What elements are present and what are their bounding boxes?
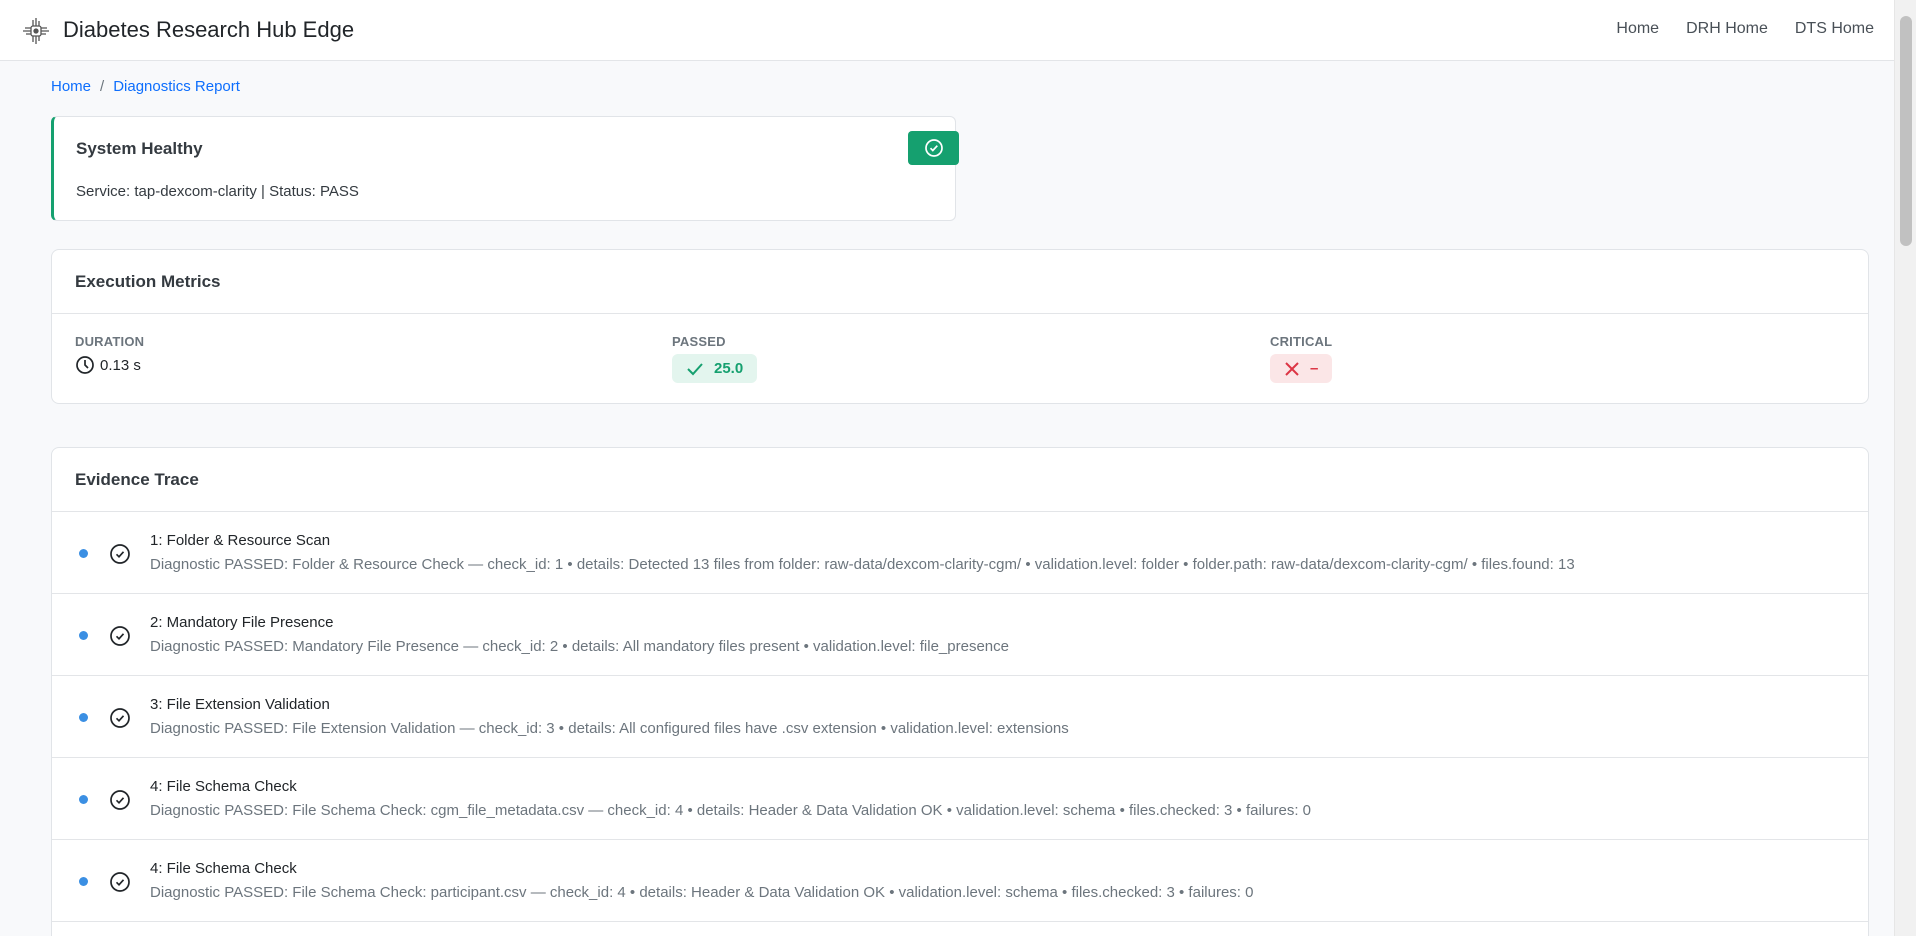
critical-label: CRITICAL bbox=[1270, 334, 1333, 349]
check-circle-icon bbox=[110, 790, 130, 810]
health-status-badge bbox=[908, 131, 959, 165]
duration-label: DURATION bbox=[75, 334, 145, 349]
health-title: System Healthy bbox=[76, 139, 203, 158]
evidence-item: 3: File Extension Validation Diagnostic … bbox=[52, 676, 1868, 758]
check-circle-icon bbox=[110, 544, 130, 564]
navbar: Diabetes Research Hub Edge Home DRH Home… bbox=[0, 0, 1894, 61]
check-icon bbox=[687, 362, 703, 375]
check-circle-icon bbox=[924, 139, 943, 157]
check-circle-icon bbox=[110, 708, 130, 728]
evidence-item: 4: File Schema Check Diagnostic PASSED: … bbox=[52, 840, 1868, 922]
evidence-item-description: Diagnostic PASSED: Folder & Resource Che… bbox=[150, 556, 1575, 573]
evidence-item: 4: File Schema Check Diagnostic PASSED: … bbox=[52, 758, 1868, 840]
execution-metrics-card: Execution Metrics DURATION 0.13 s PASSED… bbox=[51, 249, 1869, 404]
evidence-item-description: Diagnostic PASSED: File Extension Valida… bbox=[150, 720, 1069, 737]
app-title[interactable]: Diabetes Research Hub Edge bbox=[63, 17, 355, 42]
status-dot bbox=[79, 549, 88, 558]
evidence-item-description: Diagnostic PASSED: Mandatory File Presen… bbox=[150, 638, 1009, 655]
metric-critical: CRITICAL – bbox=[1270, 334, 1333, 383]
x-icon bbox=[1285, 361, 1299, 376]
passed-value: 25.0 bbox=[714, 360, 744, 377]
nav-home[interactable]: Home bbox=[1616, 20, 1660, 37]
logo-icon bbox=[23, 18, 49, 44]
evidence-item: 2: Mandatory File Presence Diagnostic PA… bbox=[52, 594, 1868, 676]
evidence-item-title: 2: Mandatory File Presence bbox=[150, 614, 334, 631]
metrics-title: Execution Metrics bbox=[52, 250, 1868, 314]
status-dot bbox=[79, 631, 88, 640]
critical-value: – bbox=[1310, 360, 1319, 377]
duration-value: 0.13 s bbox=[100, 356, 141, 374]
status-dot bbox=[79, 877, 88, 886]
evidence-item-title: 3: File Extension Validation bbox=[150, 696, 330, 713]
metric-duration: DURATION 0.13 s bbox=[75, 334, 144, 375]
passed-label: PASSED bbox=[672, 334, 726, 349]
health-subtitle: Service: tap-dexcom-clarity | Status: PA… bbox=[76, 183, 359, 200]
evidence-item-description: Diagnostic PASSED: File Schema Check: pa… bbox=[150, 884, 1254, 901]
scrollbar[interactable] bbox=[1894, 0, 1916, 936]
breadcrumb-home[interactable]: Home bbox=[51, 78, 92, 95]
evidence-trace-card: Evidence Trace 1: Folder & Resource Scan… bbox=[51, 447, 1869, 936]
evidence-item-title: 4: File Schema Check bbox=[150, 778, 297, 795]
check-circle-icon bbox=[110, 626, 130, 646]
evidence-item-title: 4: File Schema Check bbox=[150, 860, 297, 877]
breadcrumb: Home / Diagnostics Report bbox=[51, 78, 240, 95]
nav-dts-home[interactable]: DTS Home bbox=[1794, 20, 1874, 37]
evidence-item-title: 1: Folder & Resource Scan bbox=[150, 532, 331, 549]
scrollbar-thumb[interactable] bbox=[1900, 16, 1912, 246]
status-dot bbox=[79, 795, 88, 804]
breadcrumb-current[interactable]: Diagnostics Report bbox=[113, 78, 240, 95]
evidence-item: 1: Folder & Resource Scan Diagnostic PAS… bbox=[52, 512, 1868, 594]
metric-passed: PASSED 25.0 bbox=[672, 334, 758, 383]
health-card: System Healthy Service: tap-dexcom-clari… bbox=[51, 116, 956, 221]
check-circle-icon bbox=[110, 872, 130, 892]
evidence-item-description: Diagnostic PASSED: File Schema Check: cg… bbox=[150, 802, 1311, 819]
nav-drh-home[interactable]: DRH Home bbox=[1686, 20, 1768, 37]
clock-icon bbox=[76, 356, 94, 374]
status-dot bbox=[79, 713, 88, 722]
evidence-title: Evidence Trace bbox=[52, 448, 1868, 512]
